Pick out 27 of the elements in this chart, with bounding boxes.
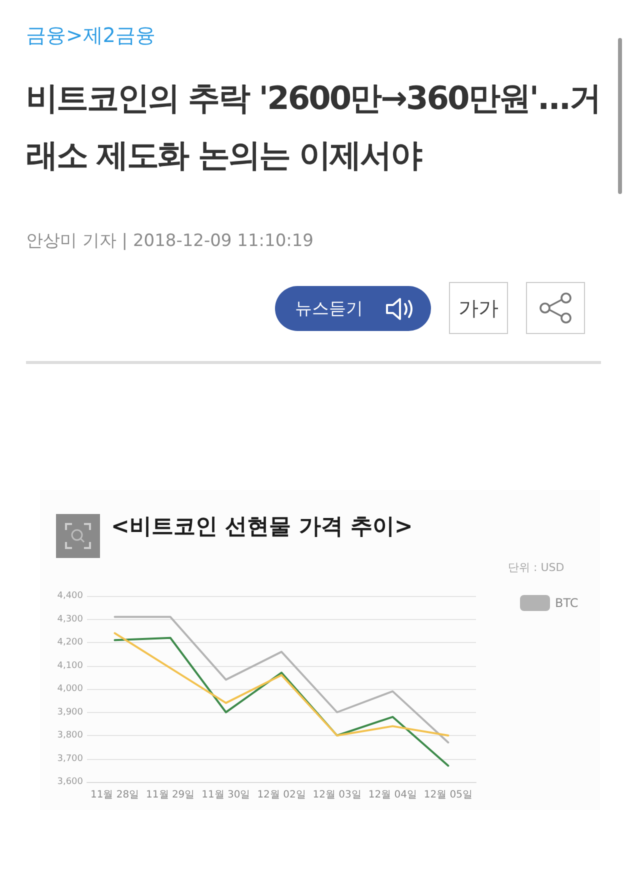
listen-button: 뉴스듣기 [275, 286, 431, 331]
x-tick-label: 11월 30일 [202, 790, 250, 800]
x-tick-label: 12월 05일 [424, 790, 473, 800]
text: 금융>제2금융 [26, 22, 156, 49]
y-tick-label: 4,000 [57, 684, 84, 694]
x-tick-label: 12월 02일 [257, 790, 306, 800]
legend-label: BTC [555, 596, 578, 610]
text: 비트코인의 추락 '2600만→360만원'...거래소 제도화 논의는 이제서야 [26, 78, 602, 176]
line-series [114, 636, 450, 767]
text: 단위 : USD [508, 561, 564, 574]
y-tick-label: 4,400 [57, 591, 84, 601]
y-tick-label: 4,300 [57, 614, 84, 624]
y-tick-label: 4,100 [57, 660, 84, 671]
text: 안상미 기자 | 2018-12-09 11:10:19 [26, 230, 314, 252]
font-size-button: 가가 [449, 282, 508, 334]
chart-title: <비트코인 선현물 가격 추이> [111, 514, 413, 540]
y-tick-label: 3,600 [57, 777, 84, 787]
y-tick-label: 3,900 [57, 707, 84, 718]
line-series [114, 616, 450, 744]
y-tick-label: 4,200 [57, 638, 84, 648]
line-series [114, 632, 450, 736]
x-tick-label: 12월 04일 [368, 790, 417, 800]
y-tick-label: 3,800 [57, 730, 84, 740]
x-tick-label: 11월 28일 [90, 790, 140, 800]
y-tick-label: 3,700 [57, 754, 84, 764]
x-tick-label: 12월 03일 [312, 790, 362, 800]
x-tick-label: 11월 29일 [146, 790, 195, 800]
